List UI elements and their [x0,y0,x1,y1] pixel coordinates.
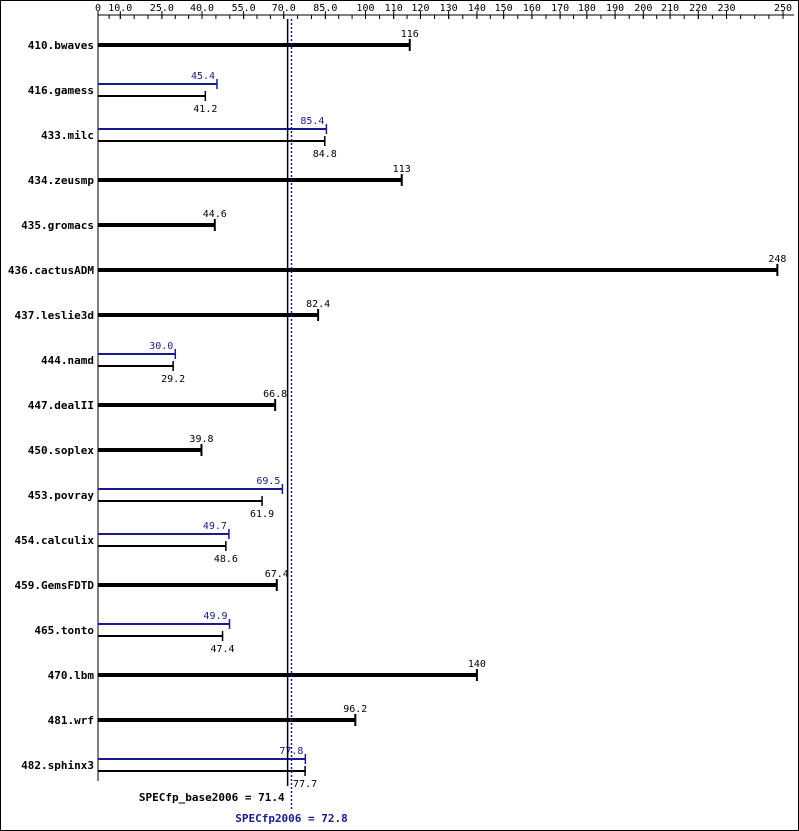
benchmark-label: 459.GemsFDTD [15,579,95,592]
benchmark-label: 481.wrf [48,714,94,727]
peak-value-label: 85.4 [300,116,324,127]
base-value-label: 48.6 [214,554,238,565]
benchmark-label: 450.soplex [28,444,95,457]
base-value-label: 77.7 [293,779,317,790]
x-axis-tick-label: 110 [385,3,403,14]
base-value-label: 66.8 [263,389,287,400]
base-value-label: 41.2 [193,104,217,115]
benchmark-label: 482.sphinx3 [21,759,94,772]
peak-value-label: 49.9 [203,611,227,622]
x-axis-tick-label: 220 [689,3,707,14]
x-axis-tick-label: 230 [718,3,736,14]
benchmark-label: 447.dealII [28,399,94,412]
base-value-label: 113 [393,164,411,175]
benchmark-label: 416.gamess [28,84,94,97]
x-axis-tick-label: 170 [551,3,569,14]
x-axis-tick-label: 10.0 [108,3,132,14]
benchmark-label: 437.leslie3d [15,309,94,322]
x-axis-tick-label: 150 [495,3,513,14]
peak-value-label: 45.4 [191,71,215,82]
x-axis-tick-label: 180 [578,3,596,14]
benchmark-label: 434.zeusmp [28,174,95,187]
base-value-label: 61.9 [250,509,274,520]
benchmark-label: 454.calculix [15,534,95,547]
base-value-label: 44.6 [203,209,227,220]
x-axis-tick-label: 130 [440,3,458,14]
benchmark-label: 410.bwaves [28,39,94,52]
x-axis-tick-label: 140 [468,3,486,14]
peak-value-label: 69.5 [256,476,280,487]
x-axis-tick-label: 160 [523,3,541,14]
base-value-label: 248 [768,254,786,265]
base-value-label: 47.4 [210,644,234,655]
benchmark-label: 453.povray [28,489,95,502]
x-axis-tick-label: 40.0 [190,3,214,14]
benchmark-label: 435.gromacs [21,219,94,232]
benchmark-label: 470.lbm [48,669,95,682]
x-axis-tick-label: 200 [634,3,652,14]
x-axis-tick-label: 210 [661,3,679,14]
benchmark-label: 433.milc [41,129,94,142]
x-axis-tick-label: 0 [95,3,101,14]
x-axis-tick-label: 70.0 [272,3,296,14]
peak-value-label: 30.0 [149,341,173,352]
base-value-label: 82.4 [306,299,330,310]
benchmark-label: 436.cactusADM [8,264,94,277]
x-axis-tick-label: 100 [356,3,374,14]
x-axis-tick-label: 250 [774,3,792,14]
base-value-label: 29.2 [161,374,185,385]
x-axis-tick-label: 85.0 [313,3,337,14]
x-axis-tick-label: 120 [411,3,429,14]
x-axis-tick-label: 190 [606,3,624,14]
base-value-label: 140 [468,659,486,670]
base-value-label: 67.4 [265,569,289,580]
base-value-label: 39.8 [189,434,213,445]
benchmark-label: 465.tonto [34,624,94,637]
x-axis-tick-label: 55.0 [232,3,256,14]
base-value-label: 84.8 [313,149,337,160]
x-axis-tick-label: 25.0 [150,3,174,14]
base-summary-label: SPECfp_base2006 = 71.4 [139,791,285,804]
base-value-label: 116 [401,29,419,40]
peak-summary-label: SPECfp2006 = 72.8 [235,812,348,825]
benchmark-label: 444.namd [41,354,94,367]
base-value-label: 96.2 [343,704,367,715]
peak-value-label: 49.7 [203,521,227,532]
